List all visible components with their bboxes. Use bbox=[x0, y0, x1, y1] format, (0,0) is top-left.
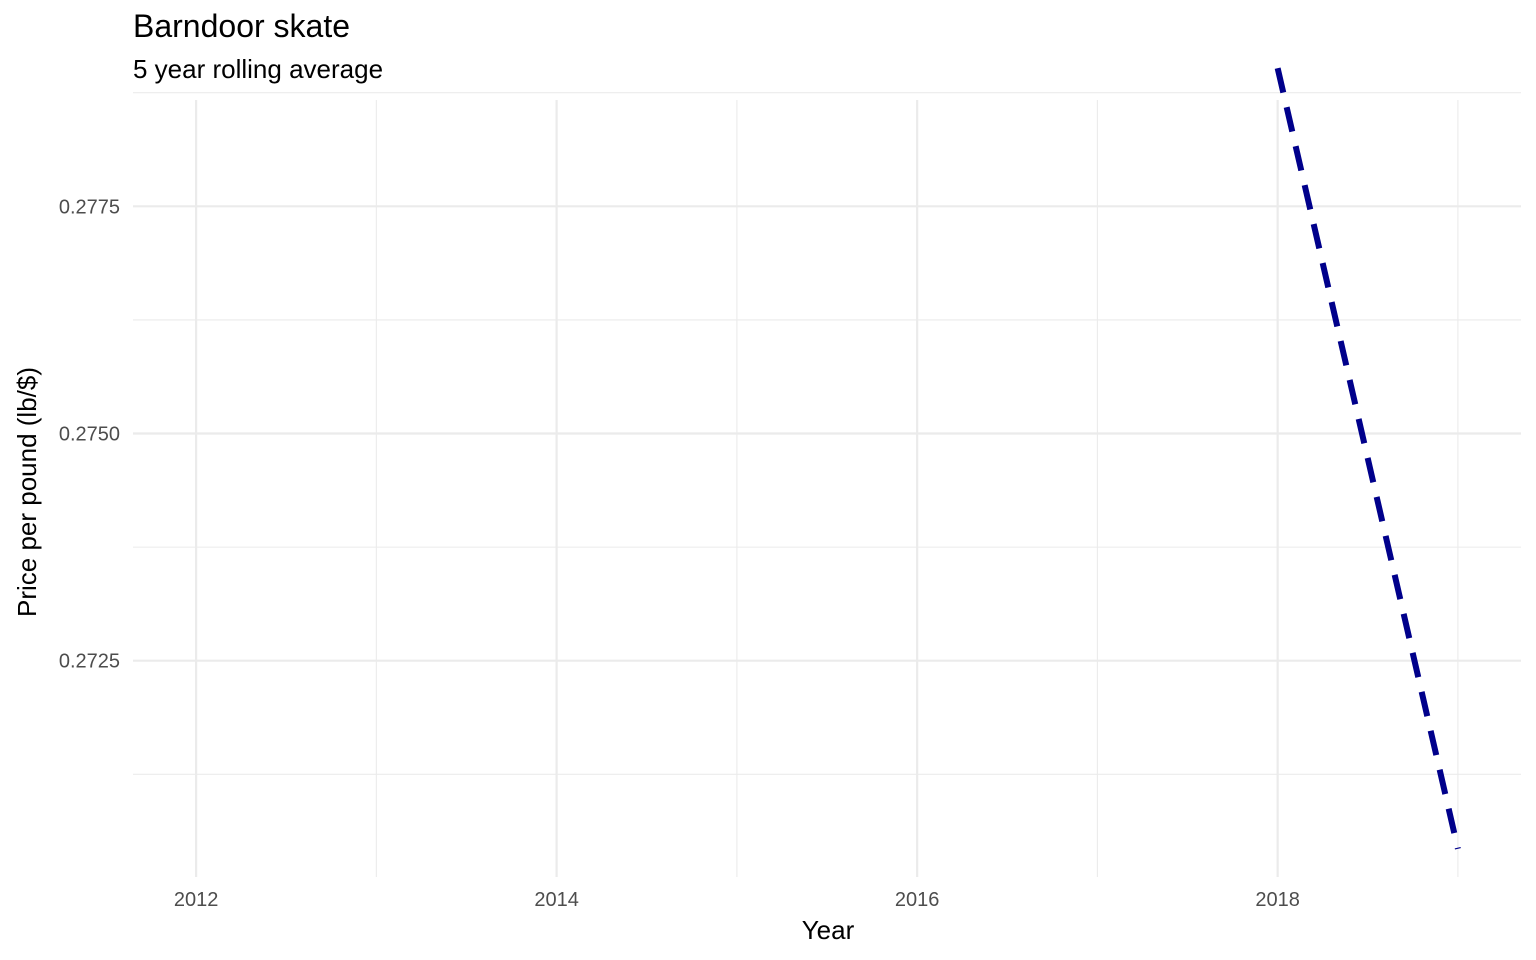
minor-gridlines bbox=[133, 92, 1521, 877]
x-tick-label: 2014 bbox=[534, 889, 579, 911]
y-axis-title: Price per pound (lb/$) bbox=[12, 367, 42, 617]
y-tick-labels: 0.2725 0.2750 0.2775 bbox=[59, 196, 120, 672]
x-tick-label: 2016 bbox=[895, 889, 940, 911]
chart-subtitle: 5 year rolling average bbox=[133, 54, 384, 84]
x-tick-label: 2012 bbox=[174, 889, 219, 911]
y-tick-label: 0.2750 bbox=[59, 424, 120, 446]
x-tick-labels: 2012 2014 2016 2018 bbox=[174, 889, 1300, 911]
x-axis-title: Year bbox=[802, 915, 855, 945]
x-tick-label: 2018 bbox=[1255, 889, 1300, 911]
chart-title: Barndoor skate bbox=[133, 8, 351, 44]
series-line bbox=[1274, 67, 1461, 850]
major-gridlines bbox=[133, 100, 1521, 877]
y-tick-label: 0.2725 bbox=[59, 651, 120, 673]
y-tick-label: 0.2775 bbox=[59, 196, 120, 218]
series-layer bbox=[1274, 67, 1461, 850]
